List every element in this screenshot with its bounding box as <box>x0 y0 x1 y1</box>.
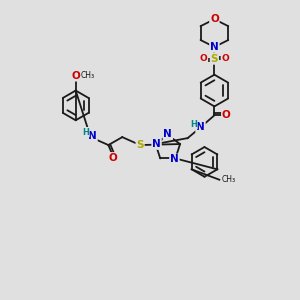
Text: N: N <box>210 42 219 52</box>
Text: N: N <box>152 139 161 149</box>
Text: S: S <box>136 140 144 150</box>
Text: N: N <box>170 154 179 164</box>
Text: O: O <box>222 110 231 120</box>
Text: O: O <box>200 54 207 63</box>
Text: CH₃: CH₃ <box>221 175 236 184</box>
Text: N: N <box>88 131 97 141</box>
Text: H: H <box>190 120 197 129</box>
Text: S: S <box>211 54 218 64</box>
Text: O: O <box>109 153 118 163</box>
Text: O: O <box>71 71 80 81</box>
Text: N: N <box>164 129 172 139</box>
Text: CH₃: CH₃ <box>81 71 95 80</box>
Text: O: O <box>210 14 219 24</box>
Text: N: N <box>196 122 205 132</box>
Text: O: O <box>221 54 229 63</box>
Text: H: H <box>82 128 89 137</box>
